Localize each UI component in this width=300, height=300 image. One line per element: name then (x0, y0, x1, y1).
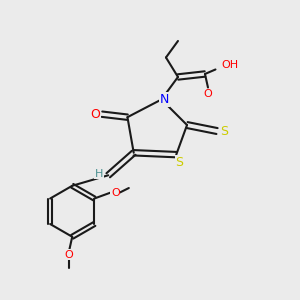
Text: S: S (175, 156, 183, 169)
Text: H: H (95, 169, 103, 179)
Text: O: O (204, 89, 212, 99)
Text: O: O (90, 108, 100, 121)
Text: O: O (111, 188, 120, 197)
Text: OH: OH (221, 60, 239, 70)
Text: S: S (220, 124, 229, 137)
Text: N: N (160, 93, 169, 106)
Text: O: O (65, 250, 74, 260)
